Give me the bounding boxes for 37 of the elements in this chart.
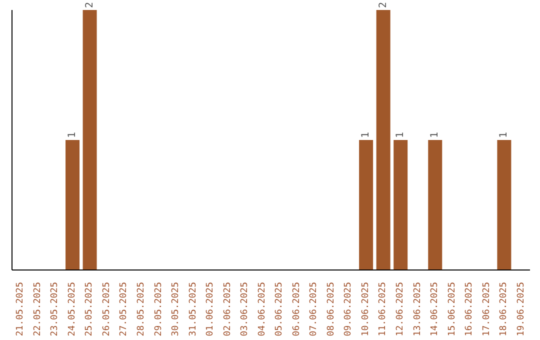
x-tick-label: 08.06.2025 <box>326 282 336 336</box>
data-label: 1 <box>498 132 510 138</box>
x-tick-label: 05.06.2025 <box>274 282 285 336</box>
data-label: 1 <box>360 132 372 138</box>
x-tick-label: 10.06.2025 <box>360 282 371 336</box>
x-tick-label: 03.06.2025 <box>240 282 250 336</box>
x-tick-label: 15.06.2025 <box>447 282 458 336</box>
x-tick-label: 21.05.2025 <box>16 282 26 336</box>
x-tick-label: 09.06.2025 <box>344 282 354 336</box>
x-tick-label: 30.05.2025 <box>171 282 182 336</box>
data-label: 1 <box>395 132 406 138</box>
x-tick-label: 25.05.2025 <box>84 282 95 336</box>
x-tick-label: 12.06.2025 <box>396 282 406 336</box>
x-tick-label: 17.06.2025 <box>482 282 492 336</box>
x-tick-label: 24.05.2025 <box>67 282 78 336</box>
x-tick-label: 22.05.2025 <box>32 282 43 336</box>
x-tick-label: 14.06.2025 <box>430 282 440 336</box>
x-tick-label: 29.05.2025 <box>154 282 164 336</box>
data-label: 2 <box>378 2 389 8</box>
data-label: 1 <box>67 132 78 138</box>
x-tick-label: 26.05.2025 <box>102 282 112 336</box>
data-label: 2 <box>84 2 96 8</box>
x-tick-label: 23.05.2025 <box>50 282 60 336</box>
x-tick-label: 07.06.2025 <box>309 282 320 336</box>
x-tick-label: 11.06.2025 <box>378 282 388 336</box>
x-tick-label: 13.06.2025 <box>412 282 423 336</box>
x-tick-label: 28.05.2025 <box>136 282 146 336</box>
x-tick-label: 27.05.2025 <box>119 282 130 336</box>
x-tick-label: 18.06.2025 <box>499 282 510 336</box>
x-tick-label: 19.06.2025 <box>516 282 526 336</box>
x-tick-label: 16.06.2025 <box>464 282 475 336</box>
data-label: 1 <box>430 132 441 138</box>
x-tick-label: 01.06.2025 <box>206 282 216 336</box>
x-tick-label: 31.05.2025 <box>188 282 198 336</box>
x-tick-label: 06.06.2025 <box>292 282 302 336</box>
x-tick-label: 04.06.2025 <box>257 282 268 336</box>
x-tick-label: 02.06.2025 <box>222 282 233 336</box>
